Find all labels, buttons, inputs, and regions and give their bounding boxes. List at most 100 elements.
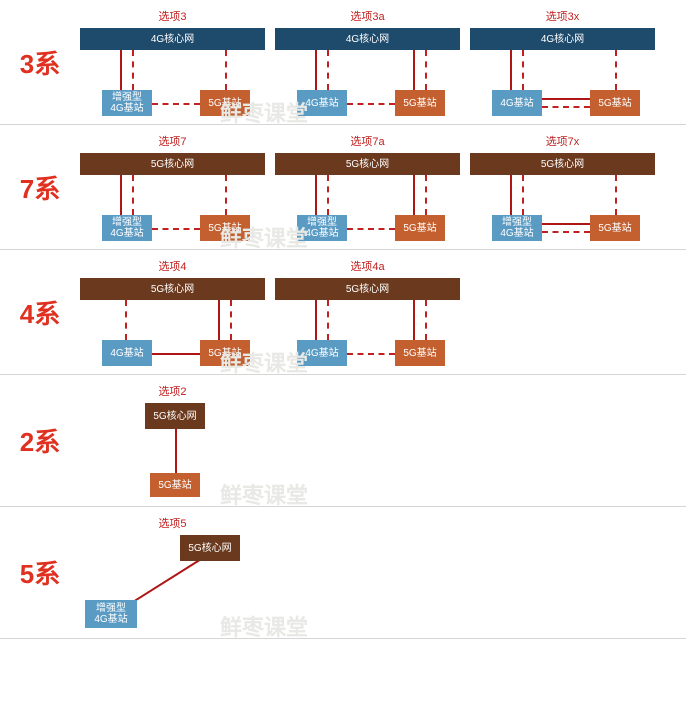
diagram-link (413, 50, 415, 90)
diagram-link (152, 228, 200, 230)
series-row-s3: 3系选项34G核心网增强型 4G基站5G基站选项3a4G核心网4G基站5G基站选… (0, 0, 686, 125)
diagram-link (327, 175, 329, 215)
diagram-node: 5G核心网 (275, 278, 460, 300)
option-title: 选项3a (275, 8, 460, 24)
diagram-link (542, 106, 590, 108)
diagram-link (510, 50, 512, 90)
series-label: 5系 (0, 515, 80, 630)
diagram-node: 5G基站 (590, 215, 640, 241)
options-area: 选项7 5G核心网增强型 4G基站 5G基站 选项7a 5G核心网增强型 4G基站 5G基… (80, 133, 681, 241)
diagram-node: 5G核心网 (275, 153, 460, 175)
option-title: 选项7a (275, 133, 460, 149)
diagram-link (132, 175, 134, 215)
diagram-link (347, 103, 395, 105)
diagram-node: 增强型 4G基站 (297, 215, 347, 241)
diagram: 5G核心网 5G基站 (80, 403, 265, 498)
series-label: 2系 (0, 383, 80, 498)
diagram: 4G核心网 4G基站 5G基站 (275, 28, 460, 116)
diagram-node: 5G基站 (200, 90, 250, 116)
diagram-link (425, 175, 427, 215)
series-row-s2: 2系选项25G核心网5G基站鲜枣课堂 (0, 375, 686, 507)
series-row-s5: 5系选项55G核心网增强型 4G基站鲜枣课堂 (0, 507, 686, 639)
diagram-link (125, 300, 127, 340)
diagram-node: 4G核心网 (275, 28, 460, 50)
diagram-link (413, 300, 415, 340)
option-title: 选项4a (275, 258, 460, 274)
diagram-node: 5G基站 (200, 215, 250, 241)
diagram-link (315, 300, 317, 340)
diagram: 5G核心网增强型 4G基站5G基站 (275, 153, 460, 241)
diagram-node: 5G核心网 (80, 278, 265, 300)
diagram-link (542, 98, 590, 100)
diagram-link (425, 300, 427, 340)
diagram-link (347, 353, 395, 355)
diagram-link (315, 50, 317, 90)
diagram-node: 4G基站 (492, 90, 542, 116)
diagram-link (152, 353, 200, 355)
diagram-node: 4G核心网 (470, 28, 655, 50)
option-title: 选项4 (80, 258, 265, 274)
option-block: 选项3x 4G核心网 4G基站 5G基站 (470, 8, 655, 116)
option-title: 选项7 (80, 133, 265, 149)
series-label: 4系 (0, 258, 80, 366)
series-row-s4: 4系选项45G核心网4G基站5G基站选项4a5G核心网4G基站5G基站鲜枣课堂 (0, 250, 686, 375)
diagram-link (327, 50, 329, 90)
diagram-node: 增强型 4G基站 (102, 215, 152, 241)
option-title: 选项3 (80, 8, 265, 24)
option-title: 选项7x (470, 133, 655, 149)
options-area: 选项45G核心网4G基站5G基站选项4a5G核心网4G基站5G基站 (80, 258, 681, 366)
option-block: 选项5 5G核心网增强型 4G基站 (80, 515, 265, 630)
diagram-link (120, 175, 122, 215)
diagram-node: 5G基站 (395, 90, 445, 116)
diagram: 5G核心网增强型 4G基站 (80, 535, 265, 630)
diagram-link (347, 228, 395, 230)
diagram-link (542, 223, 590, 225)
diagram-node: 5G核心网 (80, 153, 265, 175)
diagram: 5G核心网增强型 4G基站 5G基站 (80, 153, 265, 241)
option-block: 选项34G核心网增强型 4G基站5G基站 (80, 8, 265, 116)
diagram-link (413, 175, 415, 215)
diagram-node: 5G基站 (150, 473, 200, 497)
diagram-link (120, 50, 122, 90)
option-block: 选项3a 4G核心网 4G基站 5G基站 (275, 8, 460, 116)
diagram-node: 4G基站 (297, 90, 347, 116)
series-label: 3系 (0, 8, 80, 116)
diagram-link (230, 300, 232, 340)
diagram-node: 增强型 4G基站 (102, 90, 152, 116)
diagram: 5G核心网4G基站5G基站 (275, 278, 460, 366)
diagram-node: 5G核心网 (180, 535, 240, 561)
diagram: 4G核心网 4G基站 5G基站 (470, 28, 655, 116)
diagram-node: 增强型 4G基站 (85, 600, 137, 628)
diagram-link (615, 175, 617, 215)
options-area: 选项5 5G核心网增强型 4G基站 (80, 515, 681, 630)
options-area: 选项34G核心网增强型 4G基站5G基站选项3a4G核心网4G基站5G基站选项3… (80, 8, 681, 116)
diagram-link (542, 231, 590, 233)
diagram-node: 5G核心网 (145, 403, 205, 429)
diagram-link (225, 175, 227, 215)
option-block: 选项4a 5G核心网4G基站5G基站 (275, 258, 460, 366)
option-title: 选项3x (470, 8, 655, 24)
series-label: 7系 (0, 133, 80, 241)
series-row-s7: 7系选项75G核心网增强型 4G基站5G基站选项7a5G核心网增强型 4G基站5… (0, 125, 686, 250)
diagram-node: 增强型 4G基站 (492, 215, 542, 241)
option-title: 选项5 (80, 515, 265, 531)
diagram-node: 5G基站 (590, 90, 640, 116)
option-title: 选项2 (80, 383, 265, 399)
diagram-link (522, 50, 524, 90)
option-block: 选项7a5G核心网增强型 4G基站5G基站 (275, 133, 460, 241)
diagram-link (218, 300, 220, 340)
diagram: 5G核心网4G基站5G基站 (80, 278, 265, 366)
option-block: 选项2 5G核心网 5G基站 (80, 383, 265, 498)
diagram: 5G核心网增强型 4G基站5G基站 (470, 153, 655, 241)
option-block: 选项45G核心网4G基站5G基站 (80, 258, 265, 366)
diagram-node: 5G基站 (395, 340, 445, 366)
diagram-link (315, 175, 317, 215)
diagram-link (327, 300, 329, 340)
diagram-link (129, 559, 200, 605)
diagram-link (425, 50, 427, 90)
diagram-link (615, 50, 617, 90)
diagram-link (510, 175, 512, 215)
option-block: 选项7 5G核心网增强型 4G基站 5G基站 (80, 133, 265, 241)
diagram-node: 4G基站 (102, 340, 152, 366)
diagram: 4G核心网增强型 4G基站5G基站 (80, 28, 265, 116)
